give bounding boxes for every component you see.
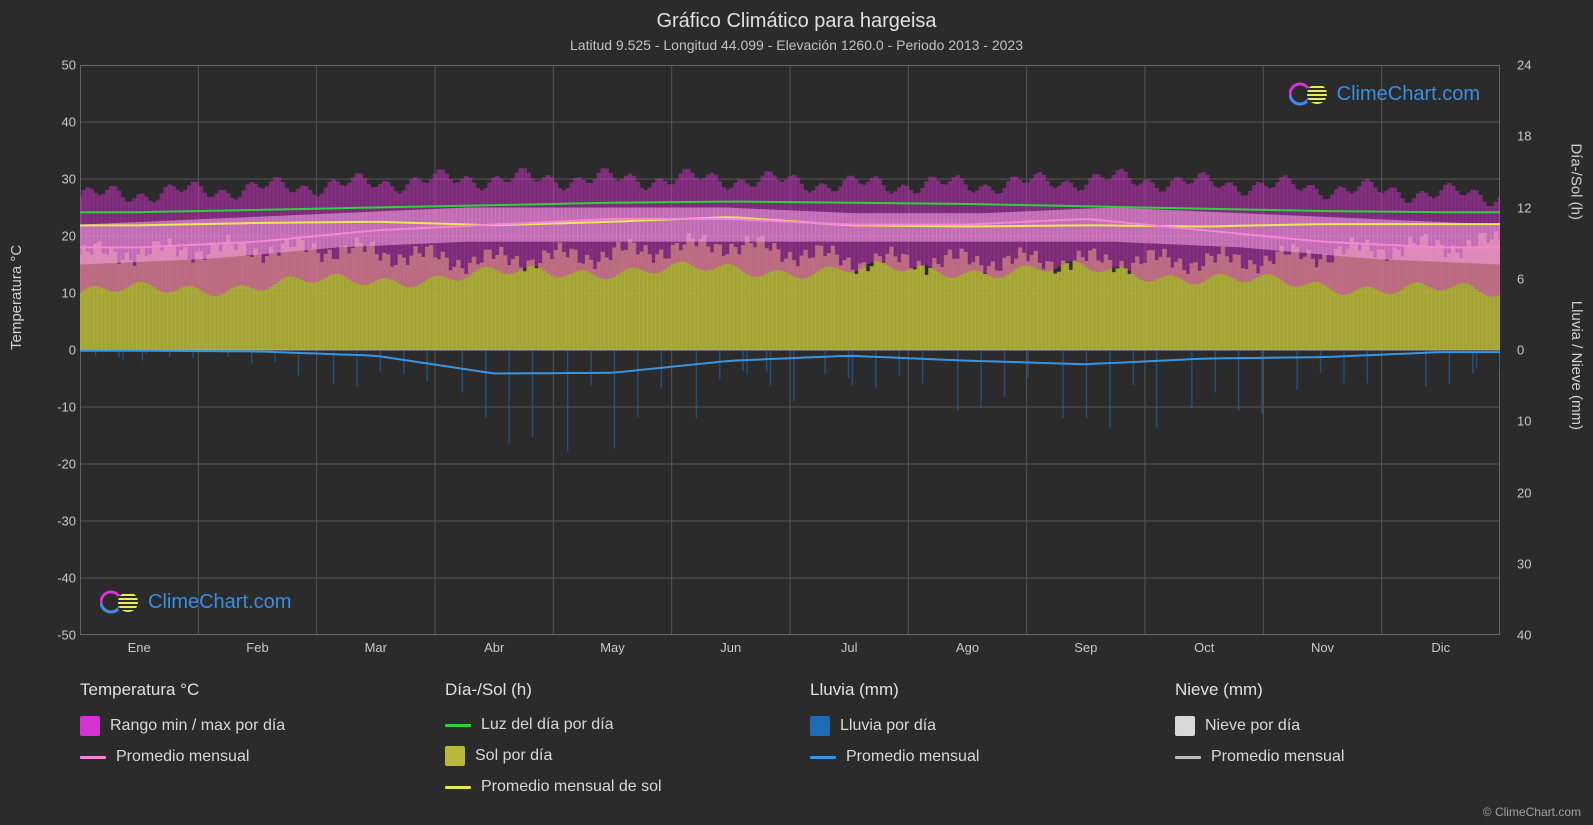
y-tick-left: 10 [62, 286, 76, 301]
brand-text: ClimeChart.com [1337, 83, 1480, 106]
y-ticks-right: 0612182410203040 [1513, 65, 1553, 635]
chart-subtitle: Latitud 9.525 - Longitud 44.099 - Elevac… [0, 33, 1593, 53]
y-tick-left: 30 [62, 172, 76, 187]
climate-chart-container: Gráfico Climático para hargeisa Latitud … [0, 0, 1593, 825]
legend-group: Día-/Sol (h) Luz del día por día Sol por d… [445, 680, 770, 796]
y-tick-right-mm: 10 [1517, 414, 1531, 429]
legend-area: Temperatura °C Rango min / max por día Pro… [80, 680, 1500, 796]
legend-item: Promedio mensual [1175, 748, 1500, 766]
y-tick-left: -10 [57, 400, 76, 415]
x-tick-month: May [600, 640, 625, 655]
y-axis-right-bottom-label: Lluvia / Nieve (mm) [1568, 301, 1585, 430]
x-tick-month: Jun [720, 640, 741, 655]
y-tick-right-hours: 0 [1517, 343, 1524, 358]
legend-item-label: Sol por día [475, 747, 552, 765]
climechart-logo-icon [1289, 79, 1331, 109]
legend-item: Luz del día por día [445, 716, 770, 734]
legend-item: Promedio mensual [810, 748, 1135, 766]
y-tick-right-hours: 6 [1517, 271, 1524, 286]
legend-group-title: Nieve (mm) [1175, 680, 1500, 700]
y-tick-left: -30 [57, 514, 76, 529]
x-tick-month: Ene [128, 640, 151, 655]
legend-group-title: Temperatura °C [80, 680, 405, 700]
chart-title: Gráfico Climático para hargeisa [0, 0, 1593, 33]
legend-swatch-icon [445, 746, 465, 766]
legend-item-label: Lluvia por día [840, 717, 936, 735]
x-tick-month: Abr [484, 640, 504, 655]
y-tick-right-mm: 30 [1517, 556, 1531, 571]
y-tick-left: -20 [57, 457, 76, 472]
y-tick-left: -40 [57, 571, 76, 586]
x-ticks: Ene Feb Mar Abr May Jun Jul Ago Sep Oct Nov Dic [80, 640, 1500, 664]
x-tick-month: Nov [1311, 640, 1334, 655]
copyright-text: © ClimeChart.com [1483, 805, 1581, 819]
legend-line-icon [1175, 756, 1201, 759]
legend-line-icon [80, 756, 106, 759]
legend-item: Promedio mensual de sol [445, 778, 770, 796]
legend-item: Nieve por día [1175, 716, 1500, 736]
brand-logo-bottom-left: ClimeChart.com [100, 587, 291, 617]
plot-svg [80, 65, 1500, 635]
legend-group: Temperatura °C Rango min / max por día Pro… [80, 680, 405, 796]
x-tick-month: Feb [246, 640, 268, 655]
y-tick-left: 50 [62, 58, 76, 73]
legend-group: Lluvia (mm) Lluvia por día Promedio mensua… [810, 680, 1135, 796]
legend-line-icon [445, 724, 471, 727]
y-tick-left: -50 [57, 628, 76, 643]
x-tick-month: Jul [841, 640, 858, 655]
legend-item: Promedio mensual [80, 748, 405, 766]
legend-line-icon [445, 786, 471, 789]
y-tick-left: 40 [62, 115, 76, 130]
y-tick-right-hours: 24 [1517, 58, 1531, 73]
brand-logo-top-right: ClimeChart.com [1289, 79, 1480, 109]
legend-line-icon [810, 756, 836, 759]
climechart-logo-icon [100, 587, 142, 617]
x-tick-month: Oct [1194, 640, 1214, 655]
y-tick-left: 0 [69, 343, 76, 358]
legend-item: Rango min / max por día [80, 716, 405, 736]
x-tick-month: Sep [1074, 640, 1097, 655]
y-tick-right-hours: 12 [1517, 200, 1531, 215]
x-tick-month: Dic [1431, 640, 1450, 655]
legend-item-label: Luz del día por día [481, 716, 614, 734]
y-axis-left-label: Temperatura °C [8, 245, 25, 350]
legend-swatch-icon [1175, 716, 1195, 736]
legend-item-label: Nieve por día [1205, 717, 1300, 735]
y-tick-right-hours: 18 [1517, 129, 1531, 144]
legend-item-label: Promedio mensual [116, 748, 249, 766]
legend-group-title: Día-/Sol (h) [445, 680, 770, 700]
legend-item-label: Promedio mensual de sol [481, 778, 662, 796]
y-tick-right-mm: 20 [1517, 485, 1531, 500]
x-tick-month: Mar [365, 640, 387, 655]
plot-area: ClimeChart.com ClimeChart.com [80, 65, 1500, 635]
legend-item-label: Promedio mensual [846, 748, 979, 766]
legend-item-label: Promedio mensual [1211, 748, 1344, 766]
y-axis-right-top-label: Día-/Sol (h) [1568, 143, 1585, 220]
legend-item: Lluvia por día [810, 716, 1135, 736]
legend-group: Nieve (mm) Nieve por día Promedio mensual [1175, 680, 1500, 796]
legend-swatch-icon [80, 716, 100, 736]
y-tick-left: 20 [62, 229, 76, 244]
y-tick-right-mm: 40 [1517, 628, 1531, 643]
legend-item: Sol por día [445, 746, 770, 766]
legend-item-label: Rango min / max por día [110, 717, 285, 735]
x-tick-month: Ago [956, 640, 979, 655]
brand-text: ClimeChart.com [148, 591, 291, 614]
legend-swatch-icon [810, 716, 830, 736]
legend-group-title: Lluvia (mm) [810, 680, 1135, 700]
y-ticks-left: 50403020100-10-20-30-40-50 [40, 65, 80, 635]
